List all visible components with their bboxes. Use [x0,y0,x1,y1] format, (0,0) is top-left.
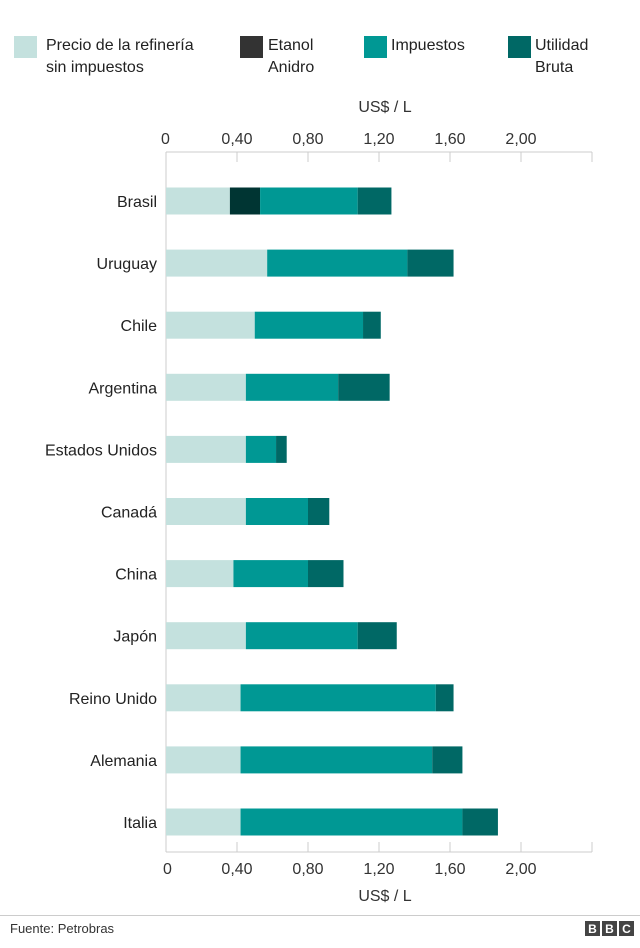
bar-segment [254,311,364,339]
bars [166,187,498,836]
bar-segment [166,187,230,215]
bar-segment [240,808,463,836]
x-tick-label-bottom: 2,00 [505,861,536,878]
x-tick-label-top: 0,80 [292,131,323,148]
legend: Precio de la refinería sin impuestos Etano… [14,36,588,76]
bar-segment [357,187,392,215]
category-label: China [115,567,157,584]
category-label: Estados Unidos [45,442,157,459]
legend-label: Precio de la refinería [46,37,194,54]
logo-block [619,921,634,936]
logo-letter: B [605,922,614,936]
x-axis-title-top: US$ / L [358,99,411,116]
category-label: Brasil [117,194,157,211]
source-text: Fuente: Petrobras [10,921,115,936]
bar-segment [245,498,308,525]
x-tick-label-bottom: 0,40 [221,861,252,878]
legend-label: Bruta [535,59,573,76]
category-label: Alemania [90,753,157,770]
legend-label: Impuestos [391,37,465,54]
bar-segment [245,373,339,401]
bar-segment [166,435,246,463]
bar-segment [363,311,381,339]
bar-segment [233,560,308,588]
legend-label: sin impuestos [46,59,144,76]
legend-swatch [508,36,531,58]
bar-segment [245,622,358,650]
bar-segment [267,249,408,277]
legend-label: Anidro [268,59,314,76]
x-tick-label-bottom: 0 [163,861,172,878]
bar-segment [166,622,246,650]
legend-swatch [240,36,263,58]
category-label: Chile [121,318,158,335]
x-tick-label-bottom: 1,60 [434,861,465,878]
bar-segment [308,498,330,525]
category-labels: Brasil Uruguay Chile Argentina Estados Unido… [45,194,157,832]
x-tick-label-top: 2,00 [505,131,536,148]
legend-swatch [14,36,37,58]
x-tick-label-top: 1,20 [363,131,394,148]
bar-segment [308,560,344,588]
x-axis-title-bottom: US$ / L [358,888,411,905]
bar-segment [166,560,234,588]
bar-segment [276,435,287,463]
logo-letter: B [588,922,597,936]
category-label: Japón [113,629,157,646]
category-label: Uruguay [97,256,157,273]
bar-segment [166,808,241,836]
x-tick-label-top: 1,60 [434,131,465,148]
bar-segment [407,249,454,277]
bar-segment [338,373,390,401]
x-tick-label-bottom: 0,80 [292,861,323,878]
bar-segment [166,249,268,277]
bar-segment [166,373,246,401]
category-label: Italia [123,815,157,832]
bar-segment [166,684,241,712]
legend-label: Utilidad [535,37,588,54]
category-label: Argentina [89,380,158,397]
legend-swatch [364,36,387,58]
category-label: Reino Unido [69,691,157,708]
category-label: Canadá [101,505,157,522]
bar-segment [229,187,261,215]
bar-segment [166,746,241,774]
x-tick-label-top: 0 [161,131,170,148]
logo-letter: C [622,922,631,936]
bar-segment [462,808,498,836]
logo-block [585,921,600,936]
legend-label: Etanol [268,37,313,54]
x-tick-label-top: 0,40 [221,131,252,148]
bar-segment [357,622,397,650]
bar-segment [240,684,436,712]
bar-segment [435,684,454,712]
x-tick-label-bottom: 1,20 [363,861,394,878]
bar-segment [240,746,433,774]
bar-segment [166,498,246,525]
bar-segment [245,435,277,463]
bar-segment [260,187,358,215]
logo-block [602,921,617,936]
bar-segment [166,311,255,339]
bar-segment [432,746,463,774]
